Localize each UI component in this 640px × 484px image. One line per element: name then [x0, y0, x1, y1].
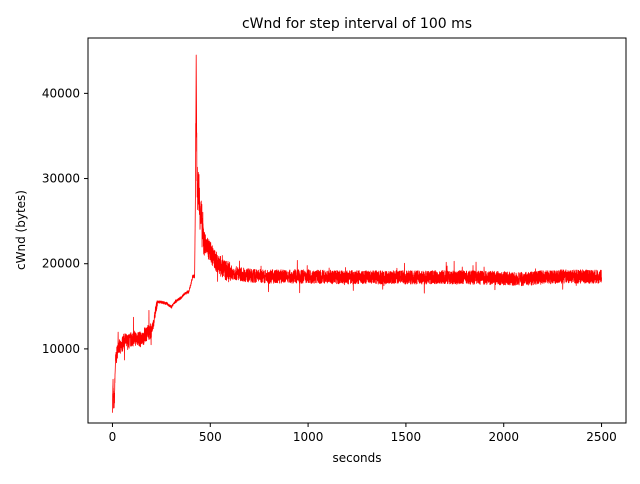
y-tick-label: 30000	[42, 172, 80, 186]
x-tick-label: 500	[199, 430, 222, 444]
chart-title: cWnd for step interval of 100 ms	[242, 16, 472, 32]
x-tick-label: 1500	[391, 430, 422, 444]
y-tick-label: 40000	[42, 86, 80, 100]
y-tick-label: 10000	[42, 342, 80, 356]
x-axis: 0 500 1000 1500 2000 2500	[109, 423, 617, 444]
x-tick-label: 2000	[488, 430, 519, 444]
cwnd-series-line	[112, 54, 602, 413]
x-tick-label: 0	[109, 430, 117, 444]
y-axis-label: cWnd (bytes)	[14, 190, 28, 270]
series-layer	[112, 54, 602, 413]
plot-frame	[87, 37, 627, 424]
x-tick-label: 2500	[586, 430, 617, 444]
x-axis-label: seconds	[332, 451, 381, 465]
y-axis: 10000 20000 30000 40000	[42, 86, 88, 356]
y-tick-label: 20000	[42, 257, 80, 271]
x-tick-label: 1000	[293, 430, 324, 444]
